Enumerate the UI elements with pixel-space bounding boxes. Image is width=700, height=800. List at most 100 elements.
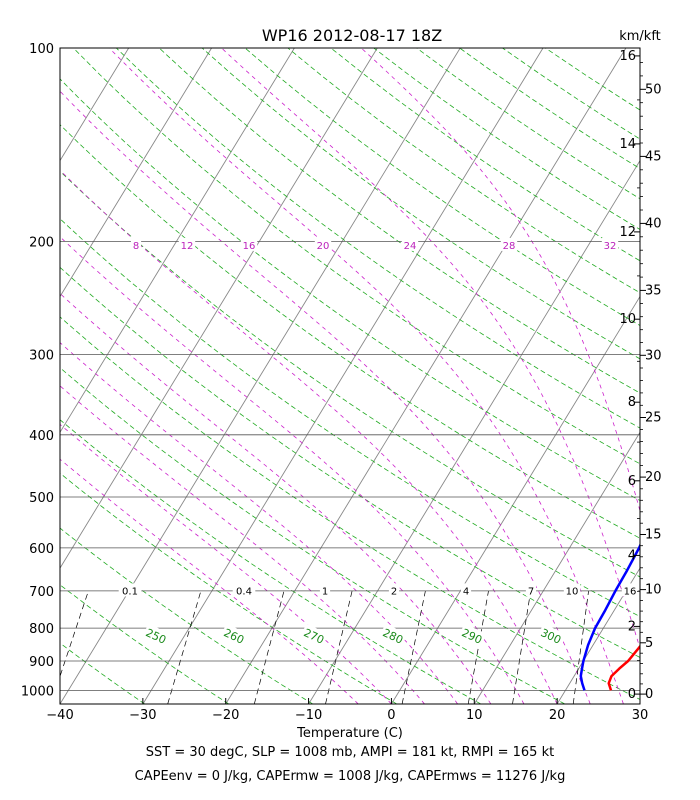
- kft-tick-label: 20: [645, 470, 662, 485]
- theta-e-label-group: 20: [314, 237, 332, 252]
- mixing-ratio-label-bg: [118, 583, 142, 597]
- mixing-ratio-line: [167, 590, 202, 704]
- theta-e-label: 32: [604, 241, 617, 252]
- dry-adiabat-line: [60, 702, 61, 704]
- kft-tick-label: 5: [645, 636, 653, 651]
- theta-e-label-bg: [401, 237, 419, 251]
- dry-adiabat-line: [60, 419, 481, 704]
- theta-label-group: 270: [300, 623, 329, 647]
- moist-adiabat-line: [60, 423, 392, 704]
- mixing-ratio-label-group: 0.4: [232, 583, 256, 597]
- theta-e-label: 8: [133, 241, 139, 252]
- isotherm-line: [60, 48, 461, 704]
- pressure-tick-label: 600: [29, 542, 54, 557]
- x-tick-label: −10: [295, 708, 322, 723]
- dry-adiabat-line: [416, 48, 640, 200]
- dry-adiabat-line: [116, 48, 640, 429]
- kft-tick-label: 35: [645, 283, 662, 298]
- isotherm-line: [142, 48, 544, 704]
- isotherm-line: [308, 159, 640, 704]
- dry-adiabat-line: [373, 48, 640, 230]
- mixing-ratio-label: 0.4: [236, 586, 252, 597]
- kft-tick-label: 0: [645, 687, 653, 702]
- pressure-tick-label: 100: [29, 42, 54, 57]
- km-tick-label: 2: [628, 619, 636, 634]
- moist-adiabat-line: [60, 236, 525, 704]
- mixing-ratio-label-bg: [460, 583, 472, 597]
- theta-e-label-group: 32: [601, 237, 619, 252]
- isotherm-line: [639, 703, 640, 704]
- theta-label-group: 300: [537, 623, 566, 647]
- dry-adiabat-line: [60, 527, 313, 704]
- kft-tick-label: 15: [645, 528, 662, 543]
- theta-label-bg: [220, 623, 249, 647]
- theta-e-label-bg: [178, 237, 196, 251]
- isotherm-line: [0, 48, 46, 704]
- mixing-ratio-line: [512, 590, 532, 704]
- theta-label-bg: [458, 623, 487, 647]
- mixing-ratio-label: 16: [624, 586, 637, 597]
- mixing-ratio-label-group: 16: [621, 583, 639, 597]
- temperature-profile: [607, 644, 640, 691]
- theta-e-label-group: 28: [500, 237, 518, 252]
- moist-adiabat-line: [360, 48, 640, 513]
- mixing-ratio-lines: [60, 590, 589, 704]
- dry-adiabat-line: [60, 316, 640, 700]
- dry-adiabat-line: [60, 78, 640, 502]
- theta-e-label: 16: [243, 241, 256, 252]
- moist-adiabat-line: [60, 169, 558, 704]
- dry-adiabats: [60, 48, 640, 704]
- mixing-ratio-label-group: 0.1: [118, 583, 142, 597]
- isotherm-line: [60, 48, 378, 569]
- mixing-ratio-label-group: 4: [460, 583, 472, 597]
- dry-adiabat-line: [60, 642, 145, 704]
- x-tick-label: −40: [46, 708, 73, 723]
- kft-tick-label: 25: [645, 411, 662, 426]
- km-kft-label: km/kft: [619, 29, 661, 44]
- isotherm-line: [391, 295, 640, 704]
- pressure-tick-label: 500: [29, 491, 54, 506]
- theta-e-label-bg: [601, 237, 619, 251]
- x-tick-label: 30: [632, 708, 649, 723]
- mixing-ratio-label-bg: [388, 583, 400, 597]
- isotherm-line: [60, 48, 212, 298]
- moist-adiabat-line: [60, 90, 591, 704]
- moist-adiabat-line: [60, 458, 359, 704]
- chart-title: WP16 2012-08-17 18Z: [262, 26, 442, 45]
- isotherm-line: [473, 431, 640, 704]
- mixing-ratio-label-group: 10: [563, 583, 581, 597]
- dry-adiabat-line: [60, 584, 229, 704]
- dry-adiabat-line: [158, 48, 640, 394]
- axes: −40 −30 −20 −10 0 10 20 30100200300400500600700…: [21, 42, 662, 723]
- theta-e-label-group: 16: [240, 237, 258, 252]
- km-tick-label: 10: [619, 312, 636, 327]
- dry-adiabat-line: [60, 266, 640, 658]
- theta-label-bg: [537, 623, 566, 647]
- mixing-ratio-line: [60, 590, 89, 678]
- mixing-ratio-line: [572, 590, 589, 704]
- pressure-tick-label: 700: [29, 585, 54, 600]
- caption-line-2: CAPEenv = 0 J/kg, CAPErmw = 1008 J/kg, C…: [134, 769, 566, 784]
- theta-e-label-bg: [130, 237, 142, 251]
- theta-label-bg: [142, 623, 171, 647]
- mixing-ratio-line: [253, 590, 285, 704]
- theta-label-group: 290: [458, 623, 487, 647]
- mixing-ratio-label-group: 2: [388, 583, 400, 597]
- mixing-ratio-label: 1: [322, 586, 328, 597]
- mixing-ratio-label-group: 7: [525, 583, 537, 597]
- dry-adiabat-line: [60, 472, 397, 704]
- x-tick-label: 0: [387, 708, 395, 723]
- mixing-ratio-label: 10: [566, 586, 579, 597]
- dry-adiabat-line: [201, 48, 640, 360]
- x-tick-label: −20: [212, 708, 239, 723]
- dry-adiabat-line: [60, 218, 640, 618]
- theta-e-label: 20: [317, 241, 330, 252]
- moist-adiabat-line: [108, 48, 624, 704]
- dry-adiabat-line: [244, 48, 640, 326]
- pressure-tick-label: 400: [29, 429, 54, 444]
- kft-tick-label: 45: [645, 149, 662, 164]
- km-tick-label: 6: [628, 474, 636, 489]
- pressure-tick-label: 900: [29, 655, 54, 670]
- moist-adiabat-line: [60, 292, 492, 704]
- mixing-ratio-label: 2: [391, 586, 397, 597]
